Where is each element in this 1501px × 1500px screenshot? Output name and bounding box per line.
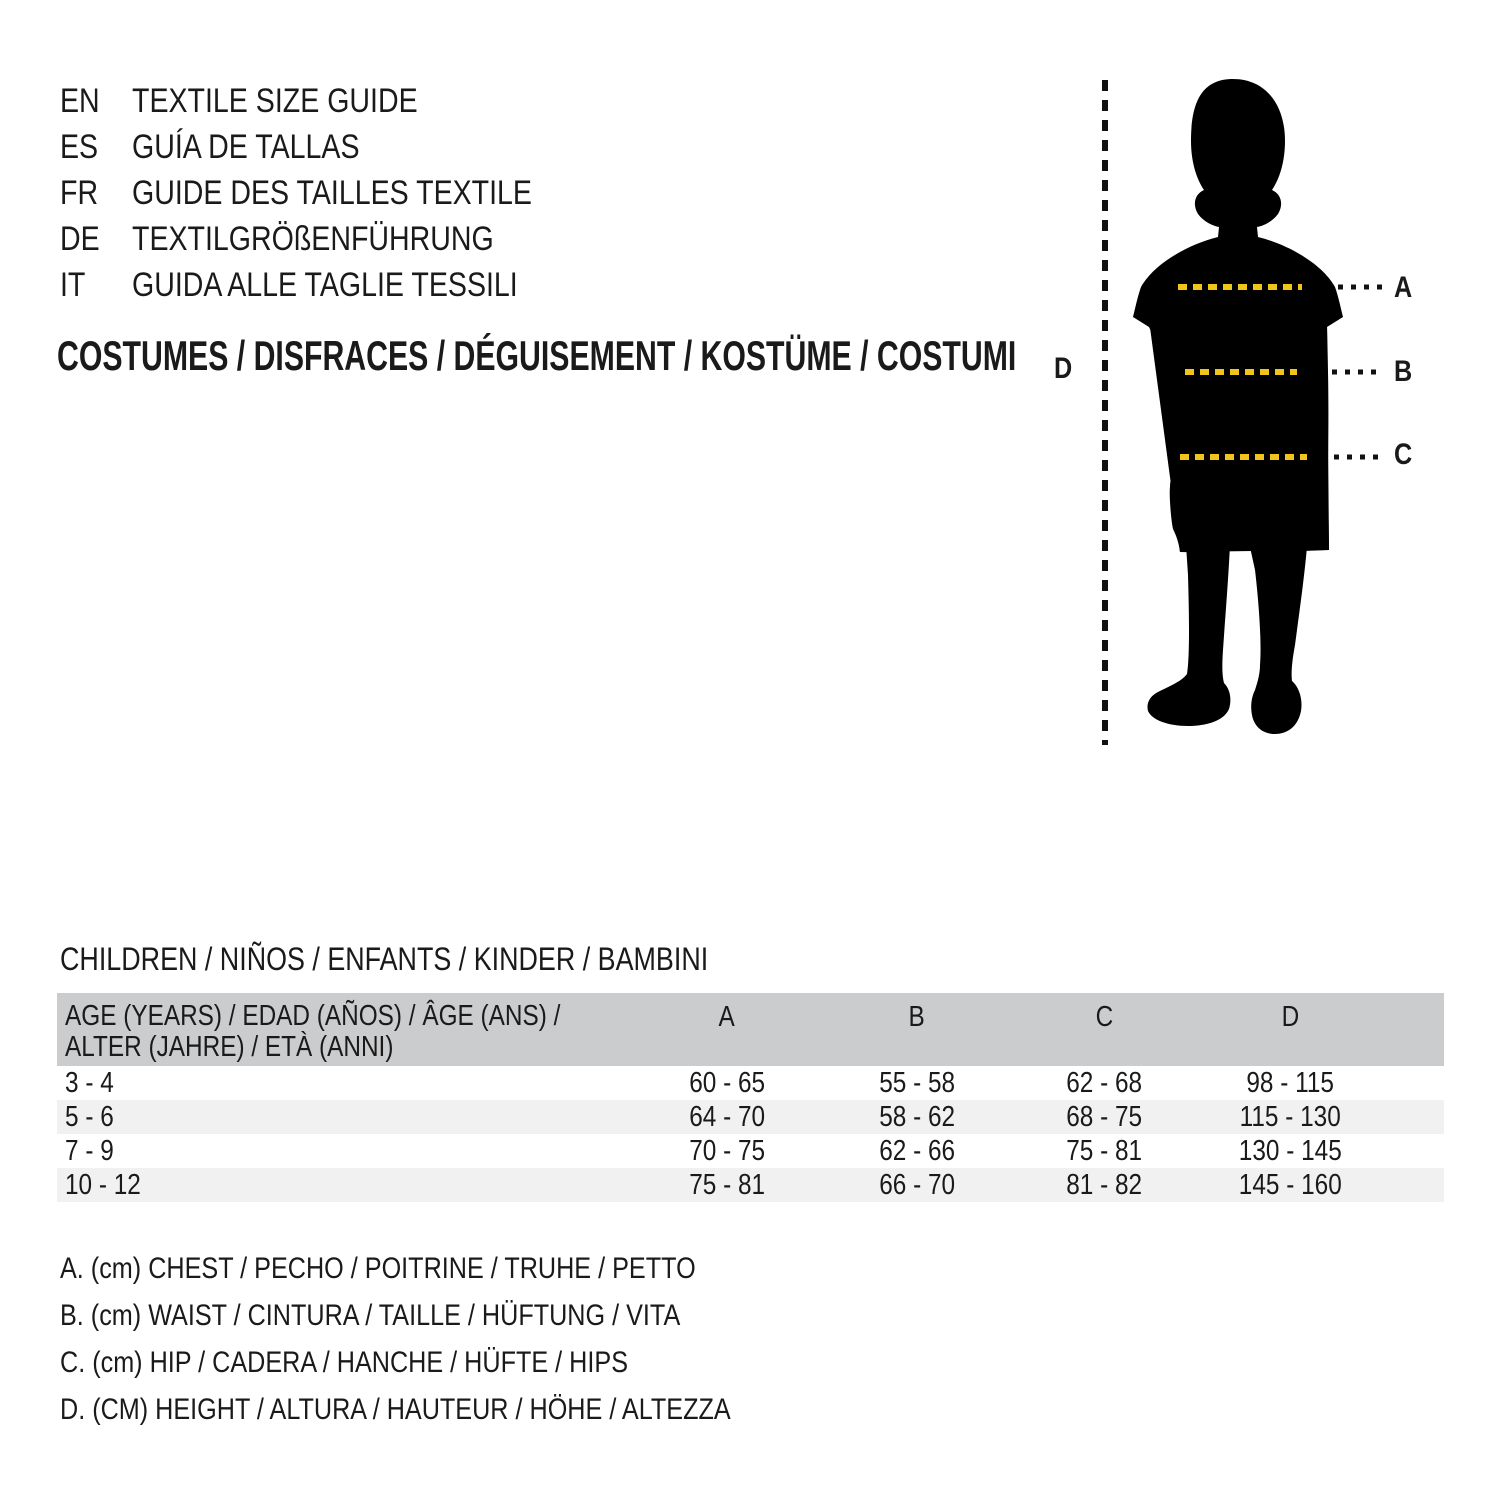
age-cell: 3 - 4	[65, 1066, 114, 1099]
hip-value-cell: 75 - 81	[1066, 1134, 1143, 1167]
age-cell: 7 - 9	[65, 1134, 114, 1167]
chest-value-cell: 75 - 81	[689, 1168, 765, 1201]
child-silhouette-graphic	[1102, 79, 1382, 745]
waist-value-cell: 55 - 58	[879, 1066, 955, 1099]
col-header-b: B	[822, 993, 1012, 1066]
height-value-cell: 98 - 115	[1246, 1066, 1335, 1099]
hip-value-cell: 81 - 82	[1066, 1168, 1143, 1201]
hip-value-cell: 68 - 75	[1066, 1100, 1143, 1133]
table-row: 5 - 6 64 - 70 58 - 62 68 - 75 115 - 130	[57, 1100, 1444, 1134]
legend-height: D. (CM) HEIGHT / ALTURA / HAUTEUR / HÖHE…	[60, 1392, 731, 1426]
waist-value-cell: 66 - 70	[879, 1168, 955, 1201]
age-cell: 5 - 6	[65, 1100, 114, 1133]
table-header-row: AGE (YEARS) / EDAD (AÑOS) / ÂGE (ANS) / …	[57, 993, 1444, 1066]
hip-value-cell: 62 - 68	[1066, 1066, 1143, 1099]
age-cell: 10 - 12	[65, 1168, 141, 1201]
children-size-table: AGE (YEARS) / EDAD (AÑOS) / ÂGE (ANS) / …	[57, 993, 1444, 1202]
child-left-leg	[1147, 545, 1231, 726]
chest-value-cell: 60 - 65	[689, 1066, 765, 1099]
table-row: 7 - 9 70 - 75 62 - 66 75 - 81 130 - 145	[57, 1134, 1444, 1168]
child-torso	[1149, 320, 1329, 552]
guide-title-it: GUIDA ALLE TAGLIE TESSILI	[132, 265, 518, 304]
guide-title-fr: GUIDE DES TAILLES TEXTILE	[132, 173, 532, 212]
waist-value-cell: 62 - 66	[879, 1134, 955, 1167]
height-label: D	[1054, 352, 1073, 385]
col-header-d: D	[1197, 993, 1444, 1066]
measurement-legend: A. (cm) CHEST / PECHO / POITRINE / TRUHE…	[60, 1245, 858, 1433]
language-code: FR	[60, 173, 99, 212]
guide-title-es: GUÍA DE TALLAS	[132, 127, 360, 166]
language-row-it: IT GUIDA ALLE TAGLIE TESSILI	[60, 262, 608, 308]
guide-title-en: TEXTILE SIZE GUIDE	[132, 81, 418, 120]
language-code: ES	[60, 127, 99, 166]
chest-value-cell: 70 - 75	[689, 1134, 765, 1167]
legend-waist: B. (cm) WAIST / CINTURA / TAILLE / HÜFTU…	[60, 1298, 681, 1332]
category-title: COSTUMES / DISFRACES / DÉGUISEMENT / KOS…	[57, 332, 1017, 379]
language-row-de: DE TEXTILGRÖßENFÜHRUNG	[60, 216, 608, 262]
guide-title-de: TEXTILGRÖßENFÜHRUNG	[132, 219, 494, 258]
language-row-es: ES GUÍA DE TALLAS	[60, 124, 608, 170]
height-value-cell: 130 - 145	[1239, 1134, 1342, 1167]
waist-label: B	[1394, 355, 1413, 388]
height-value-cell: 115 - 130	[1239, 1100, 1342, 1133]
age-column-header: AGE (YEARS) / EDAD (AÑOS) / ÂGE (ANS) / …	[57, 993, 632, 1066]
col-header-c: C	[1012, 993, 1197, 1066]
legend-chest: A. (cm) CHEST / PECHO / POITRINE / TRUHE…	[60, 1251, 696, 1285]
children-section-title: CHILDREN / NIÑOS / ENFANTS / KINDER / BA…	[60, 941, 709, 977]
language-row-en: EN TEXTILE SIZE GUIDE	[60, 78, 608, 124]
table-row: 3 - 4 60 - 65 55 - 58 62 - 68 98 - 115	[57, 1066, 1444, 1100]
language-row-fr: FR GUIDE DES TAILLES TEXTILE	[60, 170, 608, 216]
language-code: EN	[60, 81, 100, 120]
child-right-leg	[1250, 547, 1307, 734]
language-code: DE	[60, 219, 100, 258]
col-header-a: A	[632, 993, 822, 1066]
height-value-cell: 145 - 160	[1239, 1168, 1342, 1201]
legend-hip: C. (cm) HIP / CADERA / HANCHE / HÜFTE / …	[60, 1345, 628, 1379]
table-row: 10 - 12 75 - 81 66 - 70 81 - 82 145 - 16…	[57, 1168, 1444, 1202]
chest-label: A	[1394, 271, 1413, 304]
language-title-list: EN TEXTILE SIZE GUIDE ES GUÍA DE TALLAS …	[60, 78, 608, 308]
language-code: IT	[60, 265, 86, 304]
chest-value-cell: 64 - 70	[689, 1100, 765, 1133]
hip-label: C	[1394, 438, 1413, 471]
measurement-figure: A B C D	[1040, 65, 1480, 755]
waist-value-cell: 58 - 62	[879, 1100, 955, 1133]
